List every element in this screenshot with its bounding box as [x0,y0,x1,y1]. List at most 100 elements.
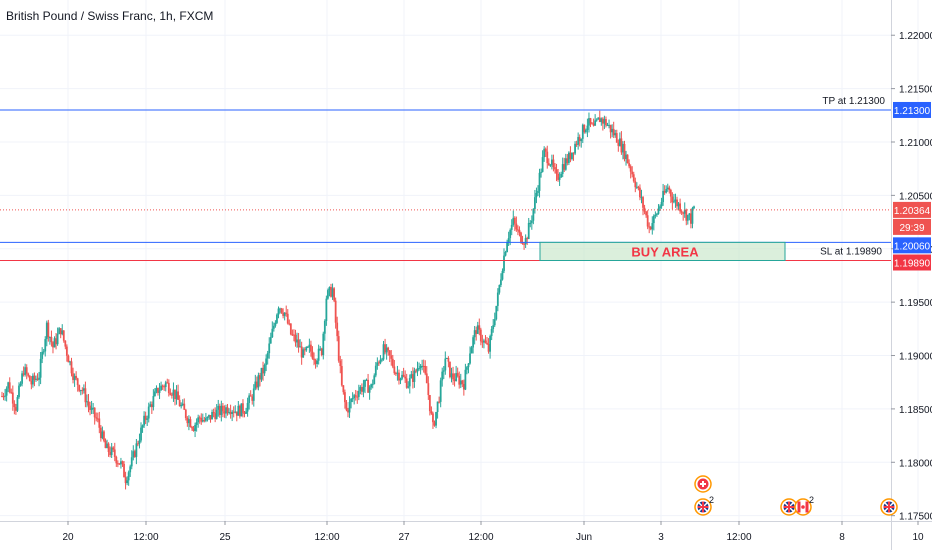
candle-body [79,390,82,392]
candle-body [424,365,427,374]
candle-body [413,370,416,382]
time-axis[interactable]: 20 12:00 25 12:00 27 12:00 Jun 3 12:00 8 10 [0,521,932,543]
candle [322,331,325,360]
candle [625,150,627,166]
candle-body [353,395,356,399]
candle-body [152,396,155,408]
candle [181,399,184,407]
candle-body [612,128,615,136]
candle [300,341,303,365]
candle [232,406,235,418]
candle-body [70,361,73,374]
candle [561,157,564,178]
candle-body [470,347,473,354]
price-levels[interactable]: BUY AREA TP at 1.21300 SL at 1.19890 [0,96,891,261]
candle-body [232,411,235,413]
candle-body [387,347,390,351]
canada-flag-icon[interactable]: 2 [794,495,814,516]
candle-body [240,403,243,417]
candle-body [581,124,584,139]
candle [81,387,84,395]
uk-flag-icon[interactable] [880,498,898,516]
candle [69,360,71,366]
candle-body [557,173,559,180]
candle-body [138,440,141,444]
candle-body [257,375,260,388]
candle [4,389,6,401]
candle [59,328,62,339]
candle-body [628,163,631,167]
candle [589,117,592,128]
candle-body [626,154,629,164]
candle [391,354,394,369]
candle-body [67,355,70,363]
candle [189,416,192,428]
uk-flag-icon[interactable]: 2 [694,495,714,516]
candle-body [291,334,294,336]
candle-body [575,143,578,145]
candle [296,332,298,348]
candle-body [643,207,646,212]
candle-body [314,360,317,365]
candle [510,219,513,236]
candle-body [160,385,162,391]
candle-body [663,190,666,193]
candle-body [18,385,20,398]
swiss-flag-icon[interactable] [694,475,712,493]
candle-body [472,337,475,348]
candle-body [541,157,544,172]
candle [690,208,692,229]
candle-body [490,329,493,337]
candle-body [649,227,652,230]
candle [135,439,138,465]
candle [665,185,668,194]
candle-body [391,358,394,367]
candle-body [646,215,649,227]
candle [629,164,632,179]
candle-body [53,338,56,348]
candle-body [421,365,424,367]
candle-body [272,325,275,329]
candle-body [255,381,258,388]
flag-cross [702,481,704,487]
candle-body [671,196,674,203]
candle [206,416,209,422]
candle-body [393,366,396,374]
candle-body [109,451,112,456]
candle-body [50,337,53,343]
candle-body [609,124,612,133]
candle [269,332,272,344]
candle [572,152,575,161]
uk-flag-icon[interactable] [780,498,798,516]
candle-body [496,292,499,306]
candle [265,354,268,372]
candle [47,319,50,342]
candle [677,202,680,211]
candle-body [606,125,609,127]
candle [680,210,683,215]
candle [500,273,502,288]
candle [137,440,139,447]
candle [177,384,179,401]
candle [310,340,312,357]
candle [408,374,411,394]
candle [387,346,390,356]
candle-body [175,391,178,400]
candle [70,357,73,377]
candle [62,330,65,343]
candle-body [657,208,660,214]
candle [398,369,400,385]
candle-body [188,419,190,424]
candle [120,457,122,469]
candle [538,168,541,198]
candle-body [15,407,17,411]
price-axis[interactable]: 1.220001.215001.210001.205001.200001.195… [891,0,932,550]
candle [133,449,136,458]
candle [158,383,161,400]
candle-body [209,415,212,420]
candle-body [42,351,45,353]
buy-area-box[interactable] [539,241,786,261]
candle-body [517,229,519,231]
